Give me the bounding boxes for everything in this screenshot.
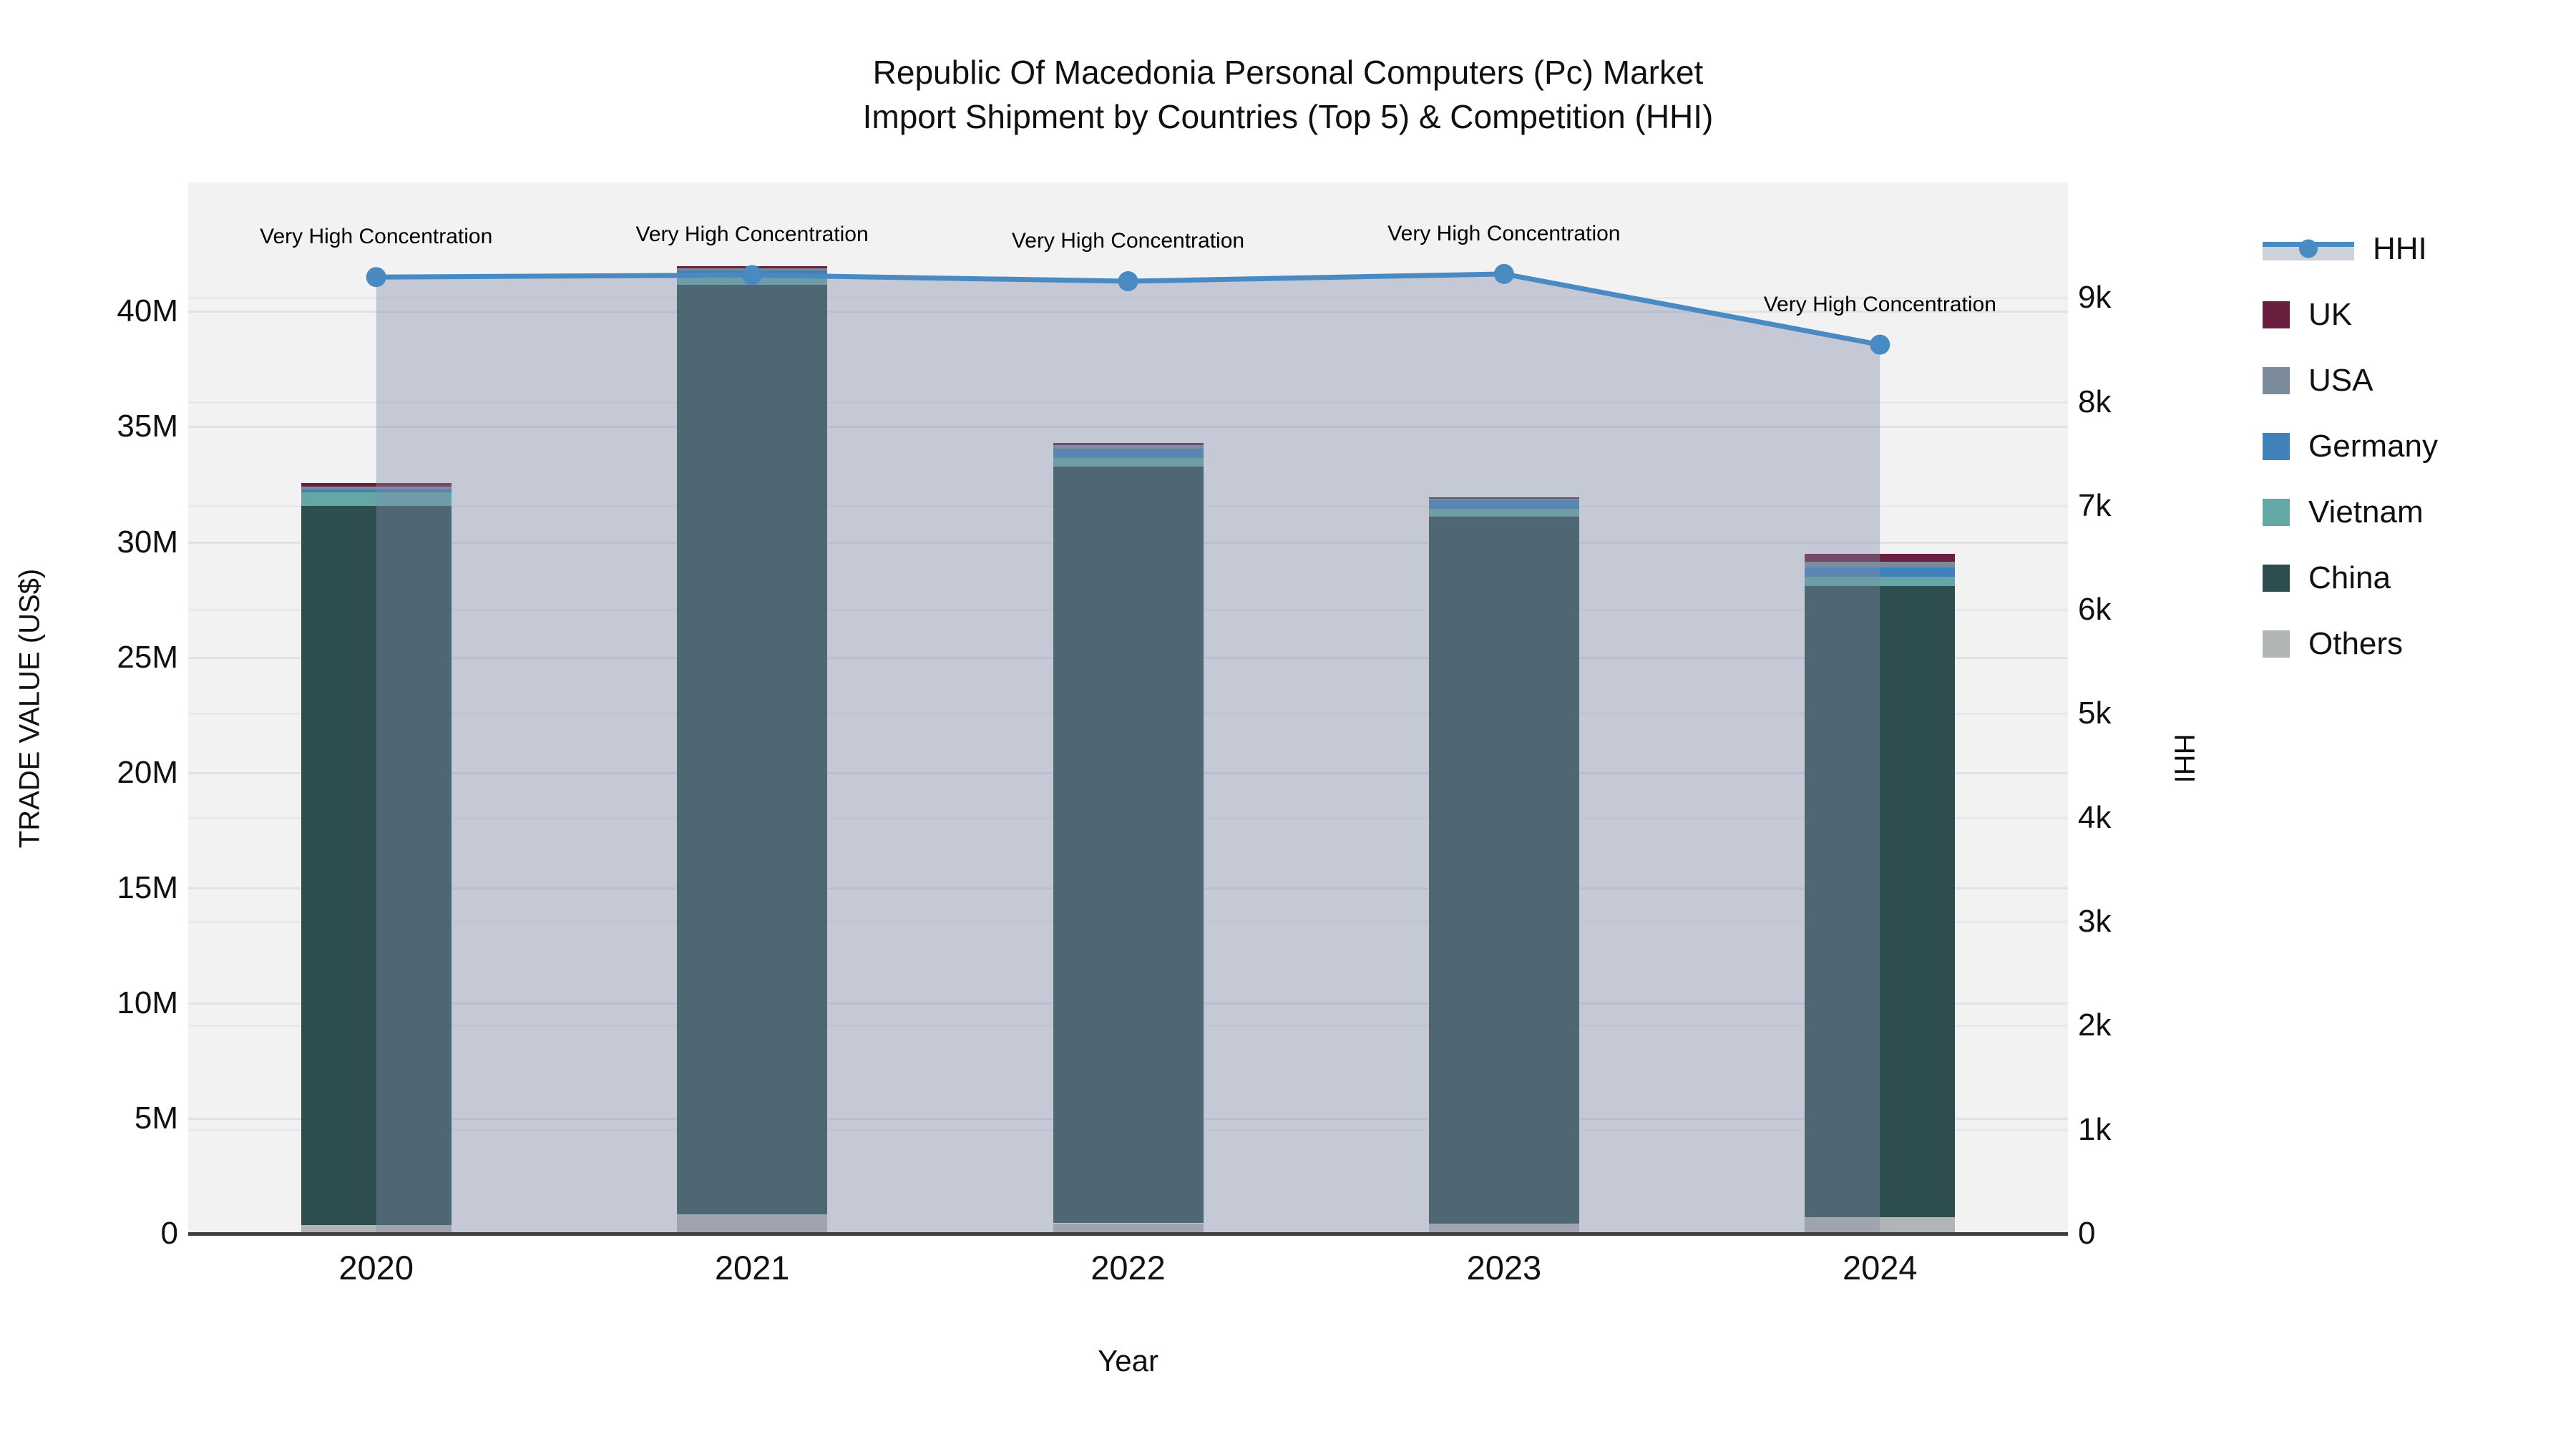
legend-swatch-others [2263,630,2290,658]
y-right-tick-5k: 5k [2078,696,2112,731]
bar-2024-uk [1805,553,1956,562]
annotation-2021: Very High Concentration [635,223,869,247]
bar-2021-usa [677,268,828,271]
y-left-tick-20M: 20M [117,754,178,790]
legend-label-china: China [2308,560,2391,595]
y-right-tick-2k: 2k [2078,1008,2112,1043]
y-right-tick-9k: 9k [2078,280,2112,316]
y-right-tick-6k: 6k [2078,592,2112,628]
y-right-tick-8k: 8k [2078,384,2112,419]
bar-2020-vietnam [301,492,452,506]
legend: HHI UK USA Germany Vietnam China Others [2263,230,2438,663]
x-tick-2020: 2020 [338,1249,414,1287]
bar-2021-uk [677,265,828,268]
bar-2021-others [677,1214,828,1234]
legend-label-uk: UK [2308,297,2353,332]
bar-2023-vietnam [1428,509,1579,517]
legend-item-china[interactable]: China [2263,560,2438,597]
bar-2022-others [1053,1223,1204,1234]
y-right-tick-4k: 4k [2078,799,2112,835]
legend-item-hhi[interactable]: HHI [2263,230,2438,268]
bar-2021-china [677,285,828,1214]
bar-2022-usa [1053,444,1204,449]
legend-swatch-germany [2263,433,2290,460]
legend-item-others[interactable]: Others [2263,625,2438,663]
legend-label-usa: USA [2308,363,2373,398]
y-left-tick-35M: 35M [117,409,178,444]
y-left-tick-15M: 15M [117,869,178,905]
x-axis-title: Year [1098,1344,1158,1377]
bar-2024-germany [1805,567,1956,577]
chart-title-line2: Import Shipment by Countries (Top 5) & C… [862,98,1714,135]
annotation-2023: Very High Concentration [1387,221,1621,245]
bar-2022-germany [1053,449,1204,458]
legend-label-vietnam: Vietnam [2308,494,2424,530]
bar-2022-vietnam [1053,457,1204,467]
x-tick-2023: 2023 [1466,1249,1542,1287]
legend-swatch-china [2263,565,2290,592]
y-right-tick-3k: 3k [2078,904,2112,940]
x-axis-line [188,1232,2068,1236]
bar-2024-others [1805,1217,1956,1234]
bar-2021-germany [677,270,828,276]
x-tick-2021: 2021 [714,1249,790,1287]
legend-label-hhi: HHI [2373,231,2427,266]
y-left-tick-25M: 25M [117,639,178,675]
bar-2020-germany [301,489,452,492]
bar-2020-usa [301,486,452,489]
bar-2023-germany [1428,499,1579,509]
y-right-tick-7k: 7k [2078,487,2112,523]
bar-2023-others [1428,1223,1579,1234]
x-tick-2022: 2022 [1091,1249,1166,1287]
legend-item-germany[interactable]: Germany [2263,428,2438,465]
bar-2023-china [1428,517,1579,1224]
gridline-left-35M [188,426,2068,429]
y-right-tick-1k: 1k [2078,1111,2112,1147]
bar-2022-uk [1053,443,1204,445]
bar-2022-china [1053,466,1204,1224]
annotation-2024: Very High Concentration [1763,292,1996,316]
legend-swatch-uk [2263,301,2290,328]
y-left-axis-title: TRADE VALUE (US$) [14,568,46,848]
legend-swatch-usa [2263,367,2290,394]
bar-2024-vietnam [1805,576,1956,586]
legend-label-others: Others [2308,626,2404,661]
bar-2020-others [301,1224,452,1234]
y-right-axis-title: HHI [2168,733,2200,783]
bar-2024-usa [1805,561,1956,567]
y-left-tick-30M: 30M [117,524,178,560]
annotation-2020: Very High Concentration [260,225,493,249]
bar-2020-uk [301,482,452,487]
legend-item-vietnam[interactable]: Vietnam [2263,494,2438,531]
y-left-tick-5M: 5M [134,1100,178,1136]
annotation-2022: Very High Concentration [1011,229,1245,253]
chart-title-line1: Republic Of Macedonia Personal Computers… [872,54,1704,91]
legend-swatch-vietnam [2263,499,2290,526]
y-right-tick-0: 0 [2078,1216,2096,1251]
bar-2023-uk [1428,497,1579,499]
legend-item-usa[interactable]: USA [2263,362,2438,399]
bar-2020-china [301,505,452,1225]
legend-label-germany: Germany [2308,429,2438,464]
gridline-right-8k [188,401,2068,404]
chart-title: Republic Of Macedonia Personal Computers… [0,50,2576,139]
x-tick-2024: 2024 [1843,1249,1918,1287]
bar-2023-usa [1428,498,1579,500]
y-left-tick-0: 0 [160,1216,178,1251]
legend-hhi-dot [2299,239,2318,258]
legend-hhi-line-icon [2263,233,2354,265]
bar-2024-china [1805,585,1956,1218]
legend-item-uk[interactable]: UK [2263,296,2438,333]
y-left-tick-10M: 10M [117,985,178,1020]
y-left-tick-40M: 40M [117,293,178,329]
bar-2021-vietnam [677,275,828,286]
